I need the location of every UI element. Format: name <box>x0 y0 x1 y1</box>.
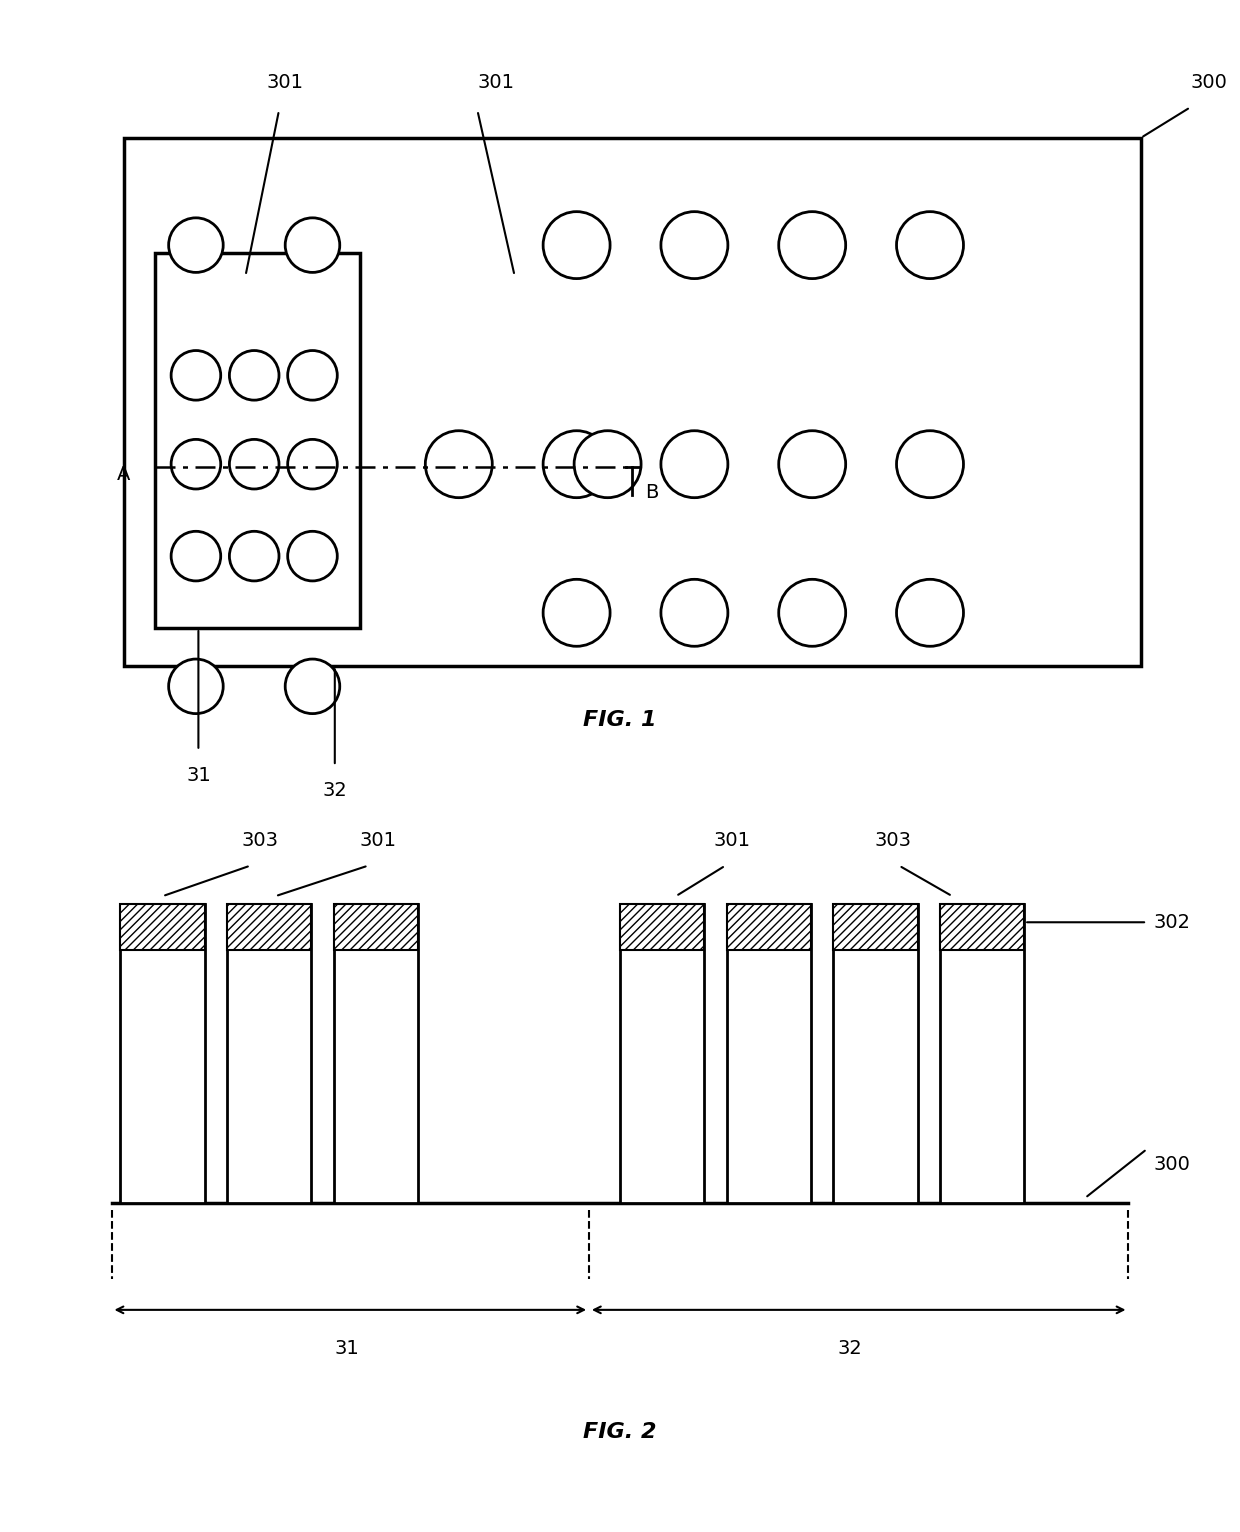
Bar <box>334 904 418 950</box>
Bar <box>155 253 360 628</box>
Bar <box>120 904 205 950</box>
Text: 302: 302 <box>1153 913 1190 931</box>
Bar <box>940 904 1024 950</box>
Ellipse shape <box>543 211 610 279</box>
Bar <box>833 904 918 1203</box>
Bar <box>940 904 1024 1203</box>
Text: A: A <box>117 466 130 484</box>
Ellipse shape <box>543 579 610 647</box>
Text: 303: 303 <box>242 832 279 850</box>
Ellipse shape <box>288 351 337 400</box>
Ellipse shape <box>574 430 641 498</box>
Ellipse shape <box>543 430 610 498</box>
Ellipse shape <box>779 579 846 647</box>
Text: 300: 300 <box>1153 1155 1190 1174</box>
Ellipse shape <box>288 440 337 489</box>
Ellipse shape <box>661 579 728 647</box>
Bar <box>227 904 311 950</box>
Ellipse shape <box>425 430 492 498</box>
Text: FIG. 2: FIG. 2 <box>583 1422 657 1443</box>
Text: 32: 32 <box>322 781 347 800</box>
Bar <box>120 904 205 1203</box>
Ellipse shape <box>897 430 963 498</box>
Bar <box>620 904 704 950</box>
Bar <box>833 904 918 950</box>
Bar <box>620 904 704 1203</box>
Ellipse shape <box>229 351 279 400</box>
Bar <box>334 904 418 1203</box>
Bar <box>727 904 811 1203</box>
Ellipse shape <box>779 211 846 279</box>
Ellipse shape <box>288 532 337 581</box>
Text: 32: 32 <box>837 1339 862 1357</box>
Text: 300: 300 <box>1190 74 1228 92</box>
Ellipse shape <box>171 351 221 400</box>
Text: 31: 31 <box>335 1339 360 1357</box>
Ellipse shape <box>285 218 340 273</box>
Bar <box>227 904 311 1203</box>
Text: 301: 301 <box>360 832 397 850</box>
Text: 301: 301 <box>267 74 304 92</box>
Text: B: B <box>645 483 658 501</box>
Ellipse shape <box>897 211 963 279</box>
Bar <box>727 904 811 950</box>
Text: 301: 301 <box>477 74 515 92</box>
Ellipse shape <box>229 440 279 489</box>
Bar <box>124 138 1141 666</box>
Ellipse shape <box>171 440 221 489</box>
Text: 31: 31 <box>186 766 211 784</box>
Ellipse shape <box>661 430 728 498</box>
Ellipse shape <box>897 579 963 647</box>
Ellipse shape <box>229 532 279 581</box>
Text: 301: 301 <box>713 832 750 850</box>
Ellipse shape <box>661 211 728 279</box>
Ellipse shape <box>779 430 846 498</box>
Ellipse shape <box>169 218 223 273</box>
Text: 303: 303 <box>874 832 911 850</box>
Ellipse shape <box>171 532 221 581</box>
Text: FIG. 1: FIG. 1 <box>583 709 657 731</box>
Ellipse shape <box>285 659 340 714</box>
Ellipse shape <box>169 659 223 714</box>
